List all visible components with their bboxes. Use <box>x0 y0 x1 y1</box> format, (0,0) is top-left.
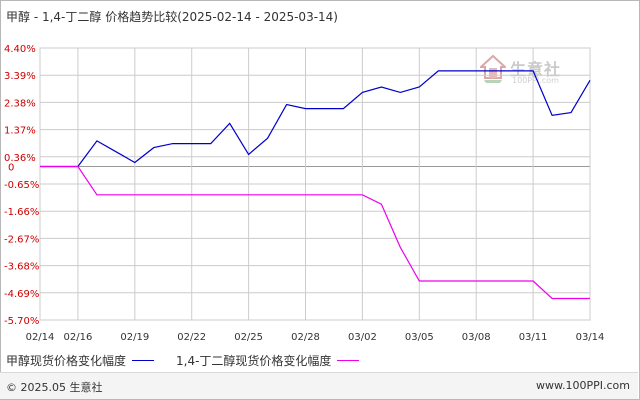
y-tick-label: 2.38% <box>4 98 36 109</box>
x-axis-ticks: 02/14 02/16 02/19 02/22 02/25 02/28 03/02 03/05… <box>26 332 605 343</box>
y-tick-label: -3.68% <box>4 262 39 273</box>
chart-grid <box>39 47 591 321</box>
footer-url[interactable]: www.100PPI.com <box>536 379 630 392</box>
x-tick-label: 03/14 <box>576 332 605 343</box>
chart-title: 甲醇 - 1,4-丁二醇 价格趋势比较(2025-02-14 - 2025-03… <box>6 10 338 24</box>
y-tick-label: -2.67% <box>4 234 39 245</box>
legend-swatch-methanol <box>132 360 155 361</box>
watermark-name: 生意社 <box>510 60 562 79</box>
x-tick-label: 02/22 <box>177 332 206 343</box>
footer-bar: © 2025.05 生意社 www.100PPI.com <box>0 372 638 399</box>
chart-series <box>40 70 591 300</box>
footer-copyright: © 2025.05 生意社 <box>6 381 103 394</box>
y-tick-label: 0.36% <box>4 153 36 164</box>
x-tick-label: 03/02 <box>348 332 377 343</box>
x-tick-label: 03/11 <box>519 332 548 343</box>
house-logo-icon <box>478 54 508 83</box>
x-tick-label: 02/19 <box>120 332 149 343</box>
legend-item-bdo: 1,4-丁二醇现货价格变化幅度 <box>176 352 360 369</box>
y-tick-label: 1.37% <box>4 126 36 137</box>
x-tick-label: 03/05 <box>405 332 434 343</box>
x-tick-label: 02/16 <box>64 332 93 343</box>
series-line-bdo <box>40 165 590 300</box>
y-tick-label: -0.65% <box>4 180 39 191</box>
legend-item-methanol: 甲醇现货价格变化幅度 <box>6 352 155 369</box>
legend-swatch-bdo <box>337 360 360 361</box>
series-line-methanol <box>40 70 591 168</box>
x-tick-label: 02/14 <box>26 332 55 343</box>
y-tick-label: -4.69% <box>4 289 39 300</box>
x-tick-label: 02/28 <box>291 332 320 343</box>
watermark-url: 100PPI.com <box>512 76 559 85</box>
x-tick-label: 02/25 <box>234 332 263 343</box>
legend-label-methanol: 甲醇现货价格变化幅度 <box>6 354 127 368</box>
chart-legend: 甲醇现货价格变化幅度 1,4-丁二醇现货价格变化幅度 <box>6 352 381 369</box>
legend-label-bdo: 1,4-丁二醇现货价格变化幅度 <box>176 354 332 368</box>
x-tick-label: 03/08 <box>462 332 491 343</box>
watermark-logo: 生意社 100PPI.com <box>478 54 580 90</box>
y-tick-label: 4.40% <box>4 44 36 55</box>
y-axis-ticks: 4.40% 3.39% 2.38% 1.37% 0.36%0 -0.65% -1.66% -2… <box>4 44 39 327</box>
y-tick-label: 3.39% <box>4 71 36 82</box>
y-tick-label: 0 <box>8 162 14 173</box>
y-tick-label: -5.70% <box>4 316 39 327</box>
y-tick-label: -1.66% <box>4 207 39 218</box>
